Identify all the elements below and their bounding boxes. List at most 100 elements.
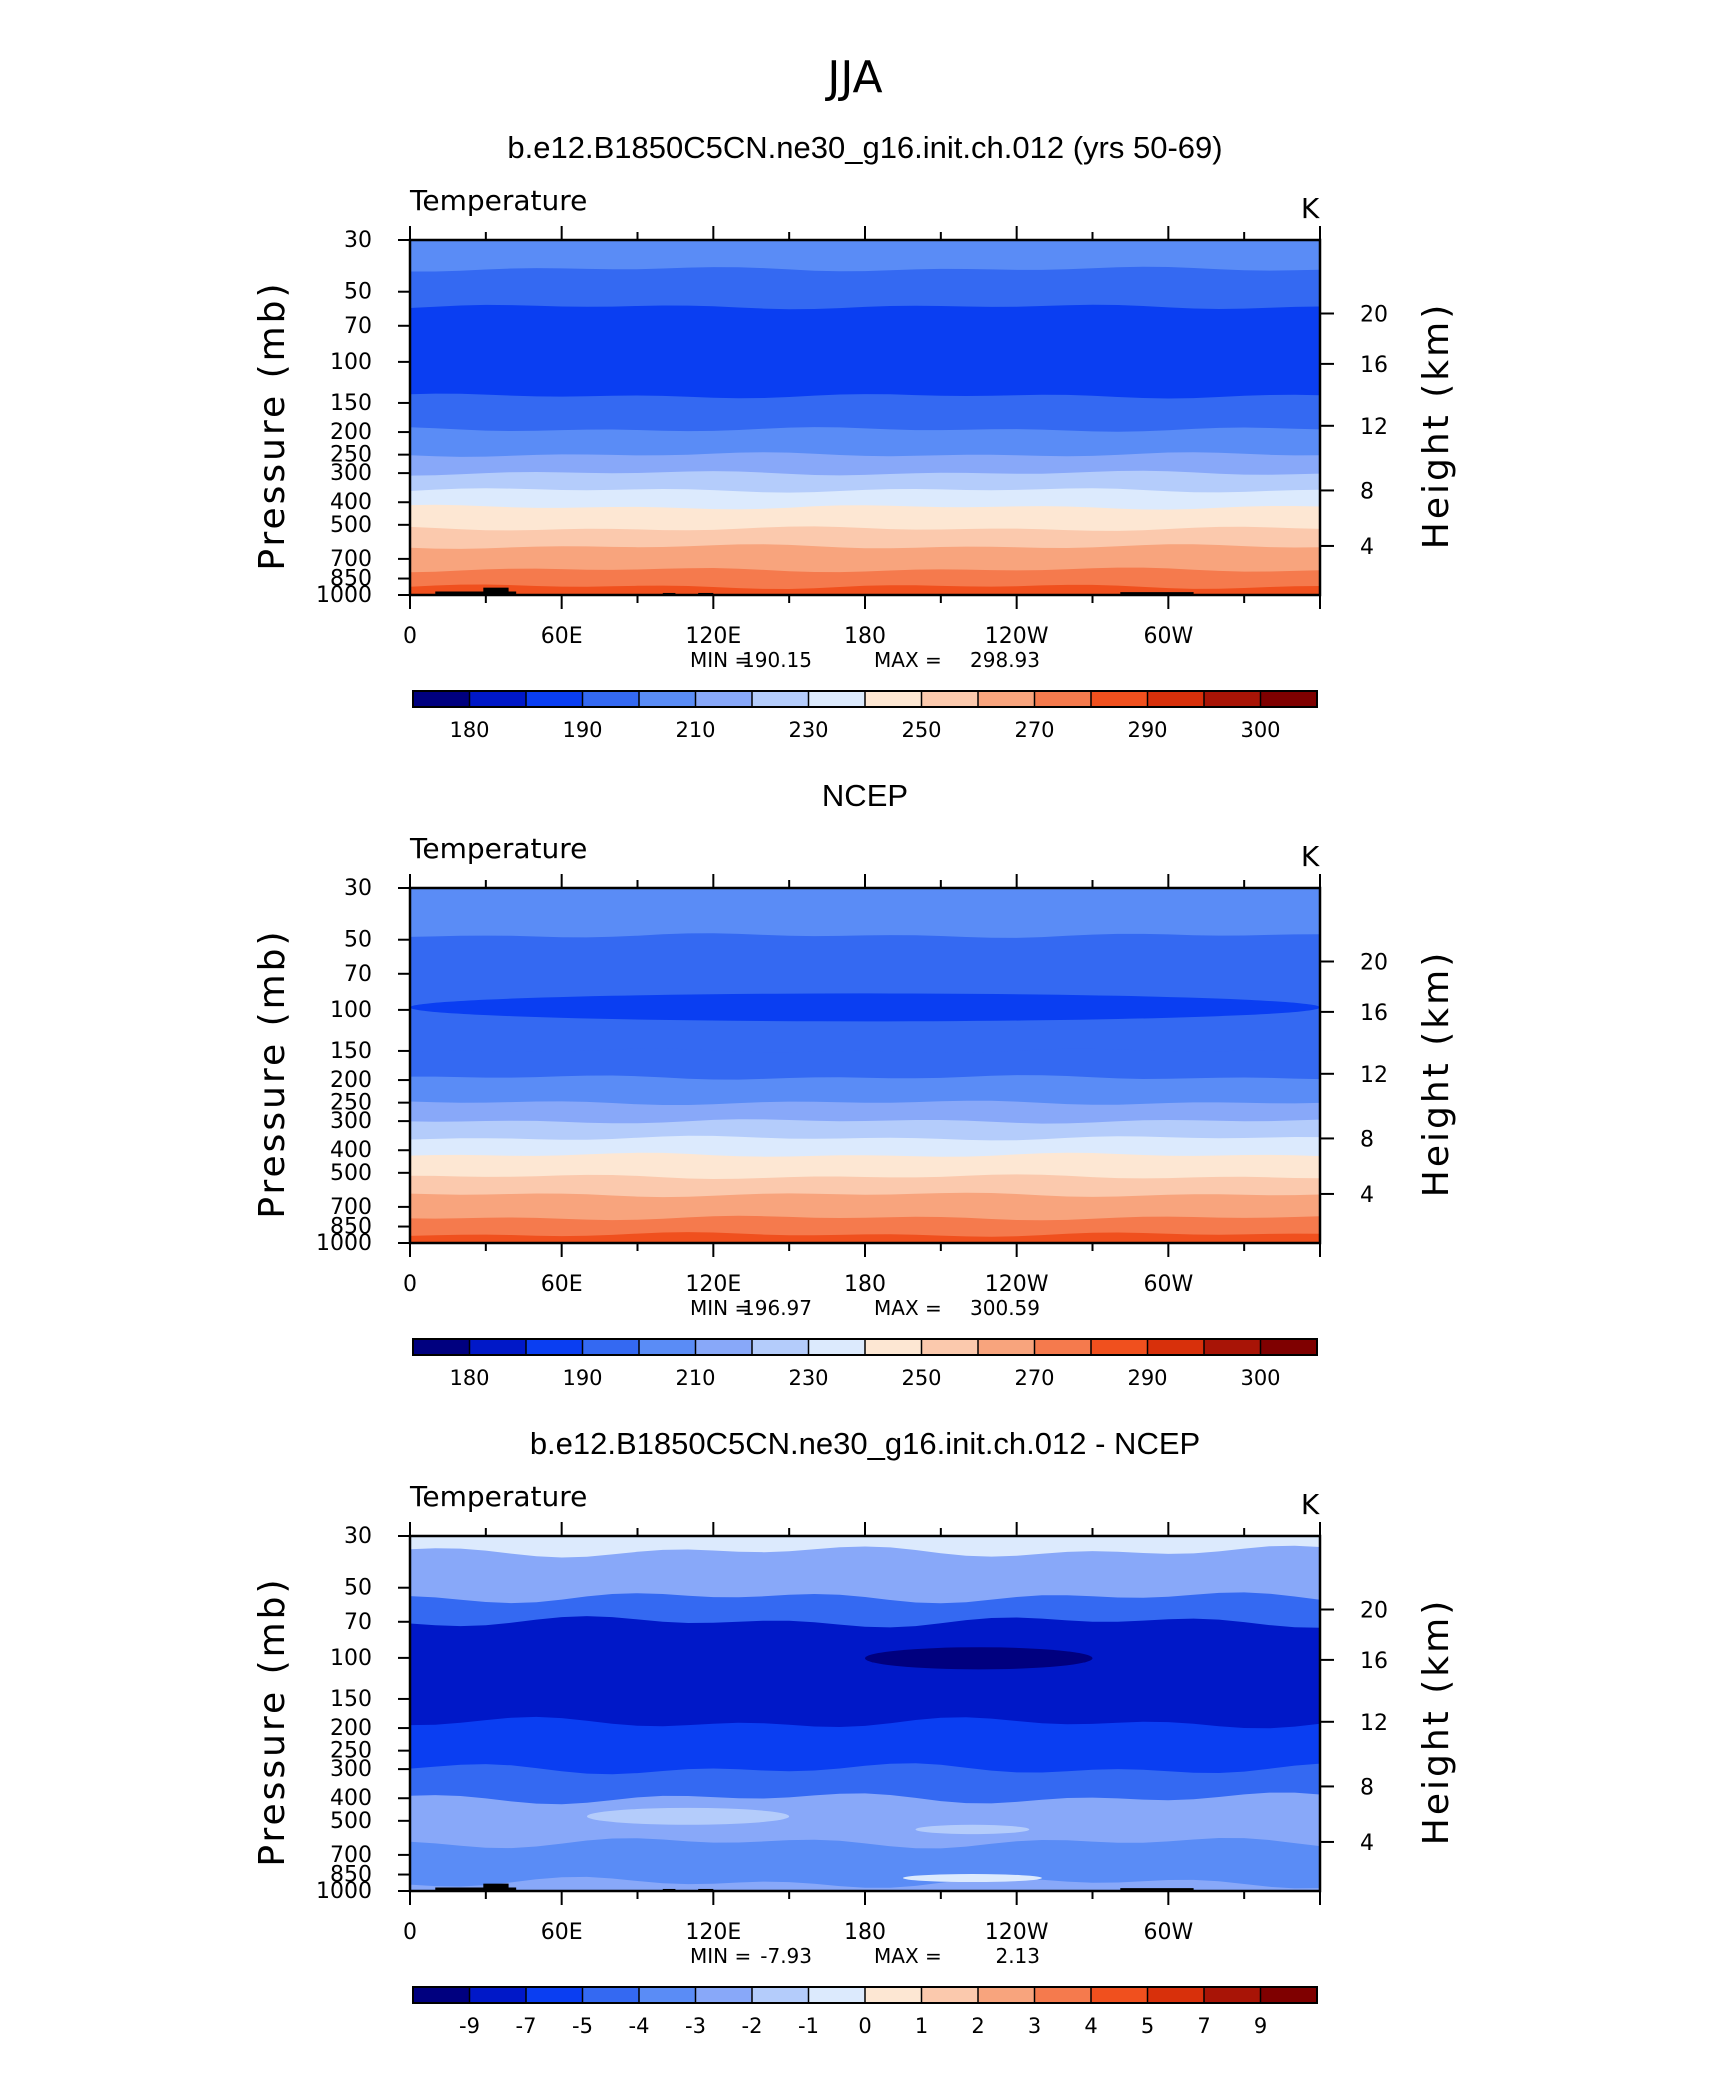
contour-band [410, 266, 1320, 310]
max-value: 2.13 [995, 1944, 1040, 1968]
x-tick-label: 60E [541, 1920, 583, 1945]
colorbar-swatch [865, 1339, 922, 1355]
colorbar-swatch [413, 1987, 470, 2003]
y-tick-label: 850 [330, 567, 372, 592]
y-tick-label: 400 [330, 1138, 372, 1163]
colorbar-label: 3 [1028, 2014, 1041, 2038]
colorbar-label: 210 [675, 1366, 715, 1390]
colorbar-swatch [1091, 1339, 1148, 1355]
contour-band [410, 1792, 1320, 1849]
contour-field [410, 1536, 1320, 1891]
y-right-tick-label: 20 [1360, 950, 1388, 975]
colorbar-swatch [978, 691, 1035, 707]
y-tick-label: 1000 [316, 1231, 372, 1256]
x-tick-label: 120W [985, 624, 1049, 649]
contour-band [410, 1152, 1320, 1180]
contour-region [915, 1824, 1030, 1835]
y-tick-label: 100 [330, 998, 372, 1023]
variable-label: Temperature [409, 184, 587, 217]
variable-label: Temperature [409, 1480, 587, 1513]
max-label: MAX = [874, 1944, 942, 1968]
colorbar-swatch [1204, 1987, 1261, 2003]
contour-band [410, 1215, 1320, 1238]
y-axis-title: Pressure (mb) [252, 1576, 293, 1866]
y-tick-label: 700 [330, 547, 372, 572]
contour-band [410, 488, 1320, 511]
x-axis: 0 60E 120E 180 120W 60W [403, 226, 1321, 649]
x-tick-label: 120W [985, 1920, 1049, 1945]
colorbar-swatch [808, 1987, 866, 2003]
contour-band [410, 1616, 1320, 1729]
y-tick-label: 200 [330, 420, 372, 445]
colorbar-label: -7 [516, 2014, 537, 2038]
contour-band [410, 1192, 1320, 1221]
contour-band [410, 1876, 1320, 1891]
contour-band [410, 567, 1320, 590]
colorbar-swatch [808, 691, 866, 707]
colorbar: 180 190 210 230 250 270 290 300 [412, 1338, 1318, 1390]
y-tick-label: 300 [330, 1109, 372, 1134]
colorbar-label: 300 [1240, 718, 1280, 742]
y-right-tick-label: 16 [1360, 1001, 1388, 1026]
panel-3: b.e12.B1850C5CN.ne30_g16.init.ch.012 - N… [252, 1426, 1457, 2038]
max-value: 298.93 [970, 648, 1040, 672]
y-right-tick-label: 8 [1360, 1775, 1374, 1800]
y-right-tick-label: 16 [1360, 1649, 1388, 1674]
colorbar-label: -4 [629, 2014, 650, 2038]
contour-region [902, 1874, 1042, 1883]
min-max: MIN =196.97 MAX = 300.59 [690, 1296, 1040, 1320]
units-label: K [1301, 192, 1320, 225]
y-tick-label: 100 [330, 1646, 372, 1671]
contour-band [410, 240, 1320, 273]
colorbar-label: 290 [1127, 1366, 1167, 1390]
y-right-tick-label: 4 [1360, 1183, 1374, 1208]
colorbar-label: -5 [572, 2014, 593, 2038]
colorbar-swatch [1260, 691, 1318, 707]
y-tick-label: 1000 [316, 1879, 372, 1904]
y-tick-label: 70 [344, 1610, 372, 1635]
colorbar: 180 190 210 230 250 270 290 300 [412, 690, 1318, 742]
colorbar-swatch [752, 1339, 809, 1355]
colorbar-swatch [695, 1339, 753, 1355]
contour-band [410, 452, 1320, 477]
y-tick-label: 850 [330, 1215, 372, 1240]
contour-band [410, 888, 1320, 939]
y-tick-label: 700 [330, 1843, 372, 1868]
y-right-tick-label: 12 [1360, 1711, 1388, 1736]
colorbar-label: 290 [1127, 718, 1167, 742]
contour-band [410, 1100, 1320, 1125]
y-tick-label: 700 [330, 1195, 372, 1220]
y-right-tick-label: 12 [1360, 415, 1388, 440]
y-right-tick-label: 20 [1360, 302, 1388, 327]
contour-band [410, 1232, 1320, 1243]
colorbar-label: -1 [798, 2014, 819, 2038]
y-tick-label: 500 [330, 1161, 372, 1186]
y-right-tick-label: 8 [1360, 479, 1374, 504]
contour-region [586, 1807, 790, 1825]
contour-band [410, 1763, 1320, 1805]
contour-band [410, 1838, 1320, 1889]
contour-band [410, 933, 1320, 1054]
y-tick-label: 300 [330, 461, 372, 486]
colorbar-label: 180 [449, 1366, 489, 1390]
min-value: 196.97 [742, 1296, 812, 1320]
colorbar-swatch [526, 1339, 583, 1355]
x-tick-label: 0 [403, 1920, 417, 1945]
contour-band [410, 1075, 1320, 1106]
colorbar-swatch [582, 1987, 640, 2003]
panel-title: b.e12.B1850C5CN.ne30_g16.init.ch.012 (yr… [507, 130, 1222, 165]
y-axis-right: 20 16 12 8 4 [1320, 950, 1388, 1208]
x-tick-label: 120E [685, 624, 741, 649]
colorbar-swatch [1147, 691, 1205, 707]
y-tick-label: 70 [344, 314, 372, 339]
y-tick-label: 50 [344, 928, 372, 953]
y-tick-label: 850 [330, 1863, 372, 1888]
min-max: MIN =190.15 MAX = 298.93 [690, 648, 1040, 672]
y-tick-label: 1000 [316, 583, 372, 608]
y-tick-label: 500 [330, 1809, 372, 1834]
contour-field [410, 888, 1320, 1243]
panel-title: b.e12.B1850C5CN.ne30_g16.init.ch.012 - N… [530, 1426, 1200, 1461]
colorbar-swatch [1034, 1339, 1092, 1355]
